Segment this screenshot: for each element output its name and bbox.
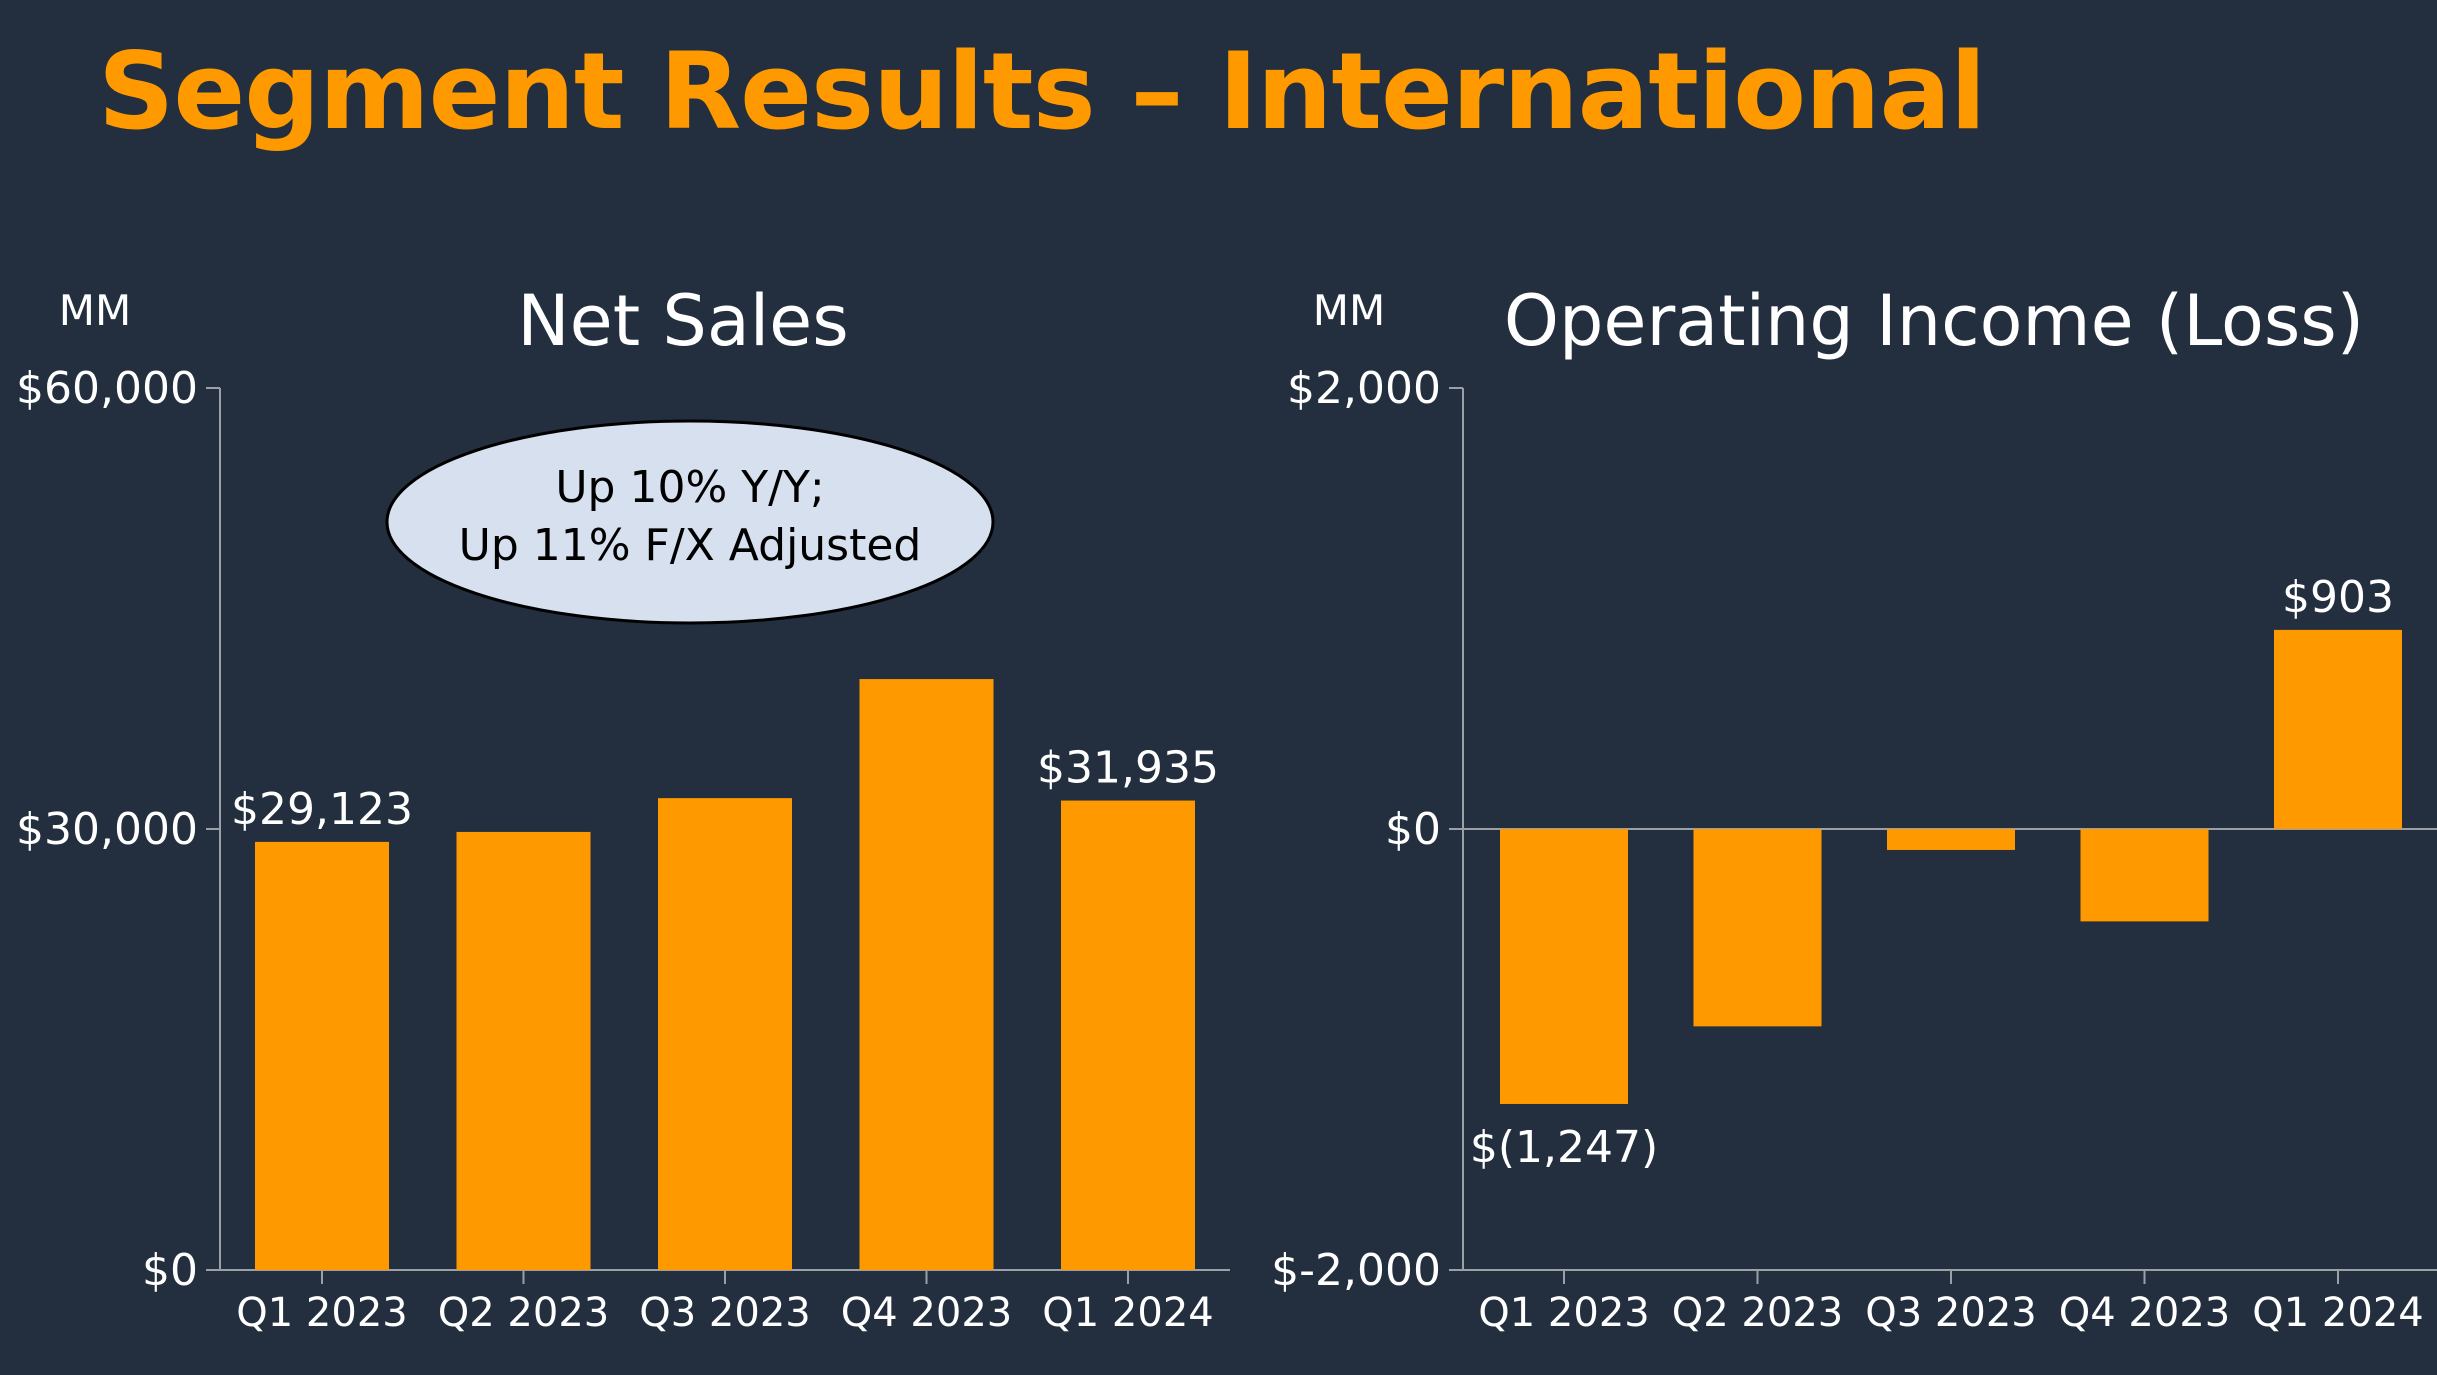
chart1-y-tick-label: $0 (142, 1245, 198, 1296)
chart2-bar (1500, 829, 1628, 1104)
chart2-bar (2274, 629, 2402, 829)
chart2-x-tick-label: Q1 2023 (1478, 1290, 1649, 1336)
chart2-x-tick-label: Q2 2023 (1672, 1290, 1843, 1336)
chart1-data-label: $29,123 (231, 784, 413, 835)
chart2-unit-label: MM (1313, 286, 1385, 335)
chart1-x-tick-label: Q4 2023 (841, 1290, 1012, 1336)
chart1-bar (456, 831, 591, 1270)
chart1-x-tick-label: Q1 2024 (1042, 1290, 1213, 1336)
chart2-y-tick-label: $0 (1385, 804, 1441, 855)
chart2-x-tick-label: Q1 2024 (2252, 1290, 2423, 1336)
chart1-callout-text: Up 11% F/X Adjusted (459, 520, 922, 571)
chart1-y-tick-label: $30,000 (16, 804, 198, 855)
chart1-x-tick-label: Q3 2023 (639, 1290, 810, 1336)
chart2-title: Operating Income (Loss) (1504, 280, 2364, 362)
chart1-data-label: $31,935 (1037, 743, 1219, 794)
chart1-title: Net Sales (517, 280, 848, 362)
chart2-y-tick-label: $2,000 (1287, 363, 1441, 414)
chart2-bar (2080, 829, 2209, 922)
chart1-bar (1061, 800, 1195, 1270)
chart1-bar (255, 841, 389, 1270)
chart1-callout-text: Up 10% Y/Y; (555, 462, 824, 513)
chart1-x-tick-label: Q2 2023 (438, 1290, 609, 1336)
chart1-bar (859, 679, 994, 1270)
page-title: Segment Results – International (98, 30, 1986, 153)
chart2-x-tick-label: Q4 2023 (2059, 1290, 2230, 1336)
chart2-x-tick-label: Q3 2023 (1865, 1290, 2036, 1336)
chart2-data-label: $903 (2282, 572, 2394, 623)
chart1-callout-bubble (385, 419, 995, 625)
chart2-data-label: $(1,247) (1470, 1122, 1658, 1173)
chart2-bar (1693, 829, 1822, 1027)
chart1-y-tick-label: $60,000 (16, 363, 198, 414)
chart1-unit-label: MM (59, 286, 131, 335)
chart2-bar (1887, 829, 2015, 850)
chart1-bar (658, 798, 792, 1270)
chart1-x-tick-label: Q1 2023 (236, 1290, 407, 1336)
chart2-y-tick-label: $-2,000 (1271, 1245, 1441, 1296)
